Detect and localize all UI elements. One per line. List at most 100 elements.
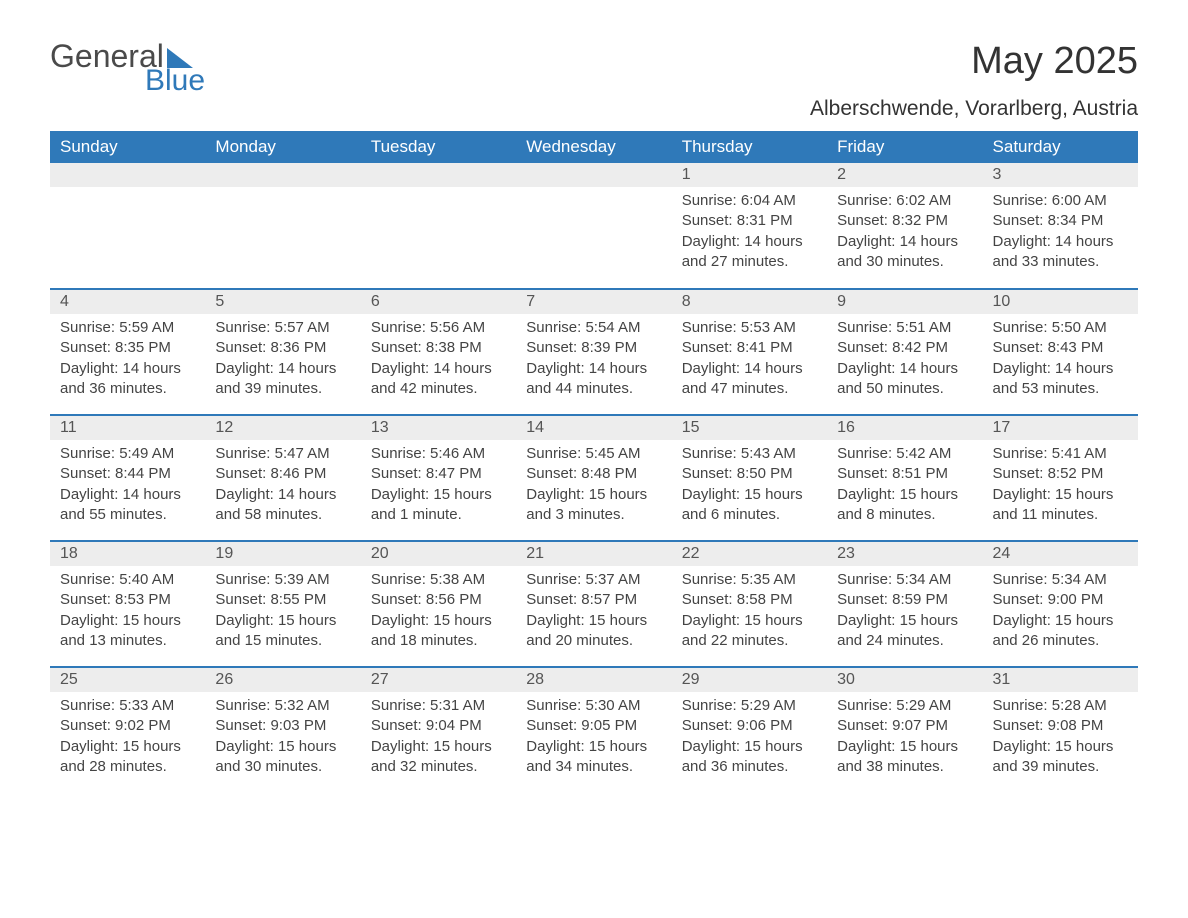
daylight-line: Daylight: 15 hours and 24 minutes. xyxy=(837,611,972,652)
day-details: Sunrise: 5:54 AMSunset: 8:39 PMDaylight:… xyxy=(516,314,671,407)
calendar-day-cell: 11Sunrise: 5:49 AMSunset: 8:44 PMDayligh… xyxy=(50,415,205,541)
day-number: 10 xyxy=(983,290,1138,314)
daylight-line: Daylight: 15 hours and 3 minutes. xyxy=(526,485,661,526)
day-number: 20 xyxy=(361,542,516,566)
day-details: Sunrise: 5:34 AMSunset: 9:00 PMDaylight:… xyxy=(983,566,1138,659)
day-number xyxy=(516,163,671,187)
sunrise-line: Sunrise: 5:29 AM xyxy=(682,696,817,716)
weekday-header: Tuesday xyxy=(361,131,516,163)
daylight-line: Daylight: 14 hours and 47 minutes. xyxy=(682,359,817,400)
sunrise-line: Sunrise: 5:50 AM xyxy=(993,318,1128,338)
calendar-body: 1Sunrise: 6:04 AMSunset: 8:31 PMDaylight… xyxy=(50,163,1138,793)
sunset-line: Sunset: 8:51 PM xyxy=(837,464,972,484)
day-number: 25 xyxy=(50,668,205,692)
daylight-line: Daylight: 15 hours and 15 minutes. xyxy=(215,611,350,652)
calendar-day-cell: 20Sunrise: 5:38 AMSunset: 8:56 PMDayligh… xyxy=(361,541,516,667)
sunset-line: Sunset: 8:47 PM xyxy=(371,464,506,484)
sunrise-line: Sunrise: 6:00 AM xyxy=(993,191,1128,211)
daylight-line: Daylight: 14 hours and 27 minutes. xyxy=(682,232,817,273)
daylight-line: Daylight: 15 hours and 28 minutes. xyxy=(60,737,195,778)
day-details: Sunrise: 6:02 AMSunset: 8:32 PMDaylight:… xyxy=(827,187,982,280)
sunset-line: Sunset: 8:46 PM xyxy=(215,464,350,484)
daylight-line: Daylight: 15 hours and 13 minutes. xyxy=(60,611,195,652)
sunrise-line: Sunrise: 5:49 AM xyxy=(60,444,195,464)
day-details: Sunrise: 5:38 AMSunset: 8:56 PMDaylight:… xyxy=(361,566,516,659)
sunrise-line: Sunrise: 5:45 AM xyxy=(526,444,661,464)
sunset-line: Sunset: 8:50 PM xyxy=(682,464,817,484)
location-subtitle: Alberschwende, Vorarlberg, Austria xyxy=(810,97,1138,121)
day-number: 8 xyxy=(672,290,827,314)
sunset-line: Sunset: 8:31 PM xyxy=(682,211,817,231)
day-details: Sunrise: 5:49 AMSunset: 8:44 PMDaylight:… xyxy=(50,440,205,533)
daylight-line: Daylight: 14 hours and 36 minutes. xyxy=(60,359,195,400)
daylight-line: Daylight: 15 hours and 1 minute. xyxy=(371,485,506,526)
daylight-line: Daylight: 14 hours and 58 minutes. xyxy=(215,485,350,526)
calendar-week-row: 1Sunrise: 6:04 AMSunset: 8:31 PMDaylight… xyxy=(50,163,1138,289)
day-details: Sunrise: 5:42 AMSunset: 8:51 PMDaylight:… xyxy=(827,440,982,533)
title-block: May 2025 Alberschwende, Vorarlberg, Aust… xyxy=(810,40,1138,121)
sunset-line: Sunset: 8:43 PM xyxy=(993,338,1128,358)
sunrise-line: Sunrise: 5:28 AM xyxy=(993,696,1128,716)
sunrise-line: Sunrise: 6:02 AM xyxy=(837,191,972,211)
calendar-week-row: 18Sunrise: 5:40 AMSunset: 8:53 PMDayligh… xyxy=(50,541,1138,667)
day-details: Sunrise: 5:50 AMSunset: 8:43 PMDaylight:… xyxy=(983,314,1138,407)
calendar-day-cell: 15Sunrise: 5:43 AMSunset: 8:50 PMDayligh… xyxy=(672,415,827,541)
sunset-line: Sunset: 9:08 PM xyxy=(993,716,1128,736)
calendar-day-cell: 24Sunrise: 5:34 AMSunset: 9:00 PMDayligh… xyxy=(983,541,1138,667)
logo-top-row: General xyxy=(50,40,205,72)
weekday-header: Friday xyxy=(827,131,982,163)
daylight-line: Daylight: 14 hours and 30 minutes. xyxy=(837,232,972,273)
day-details: Sunrise: 5:59 AMSunset: 8:35 PMDaylight:… xyxy=(50,314,205,407)
sunrise-line: Sunrise: 5:59 AM xyxy=(60,318,195,338)
calendar-day-cell: 4Sunrise: 5:59 AMSunset: 8:35 PMDaylight… xyxy=(50,289,205,415)
calendar-day-cell: 13 Sunrise: 5:46 AMSunset: 8:47 PMDayligh… xyxy=(361,415,516,541)
calendar-day-cell: 23Sunrise: 5:34 AMSunset: 8:59 PMDayligh… xyxy=(827,541,982,667)
day-number: 2 xyxy=(827,163,982,187)
day-number: 27 xyxy=(361,668,516,692)
calendar-day-cell: 25Sunrise: 5:33 AMSunset: 9:02 PMDayligh… xyxy=(50,667,205,793)
day-number: 18 xyxy=(50,542,205,566)
calendar-day-cell: 16Sunrise: 5:42 AMSunset: 8:51 PMDayligh… xyxy=(827,415,982,541)
day-details: Sunrise: 5:57 AMSunset: 8:36 PMDaylight:… xyxy=(205,314,360,407)
day-details: Sunrise: 5:30 AMSunset: 9:05 PMDaylight:… xyxy=(516,692,671,785)
calendar-day-cell: 9Sunrise: 5:51 AMSunset: 8:42 PMDaylight… xyxy=(827,289,982,415)
calendar-day-cell: 1Sunrise: 6:04 AMSunset: 8:31 PMDaylight… xyxy=(672,163,827,289)
weekday-header: Sunday xyxy=(50,131,205,163)
daylight-line: Daylight: 15 hours and 34 minutes. xyxy=(526,737,661,778)
day-details: Sunrise: 5:37 AMSunset: 8:57 PMDaylight:… xyxy=(516,566,671,659)
sunrise-line: Sunrise: 5:46 AM xyxy=(371,444,506,464)
day-details: Sunrise: 5:47 AMSunset: 8:46 PMDaylight:… xyxy=(205,440,360,533)
sunrise-line: Sunrise: 5:40 AM xyxy=(60,570,195,590)
daylight-line: Daylight: 15 hours and 8 minutes. xyxy=(837,485,972,526)
calendar-table: Sunday Monday Tuesday Wednesday Thursday… xyxy=(50,131,1138,793)
daylight-line: Daylight: 15 hours and 30 minutes. xyxy=(215,737,350,778)
day-number: 30 xyxy=(827,668,982,692)
day-details: Sunrise: 6:00 AMSunset: 8:34 PMDaylight:… xyxy=(983,187,1138,280)
weekday-header: Monday xyxy=(205,131,360,163)
calendar-day-cell: 3Sunrise: 6:00 AMSunset: 8:34 PMDaylight… xyxy=(983,163,1138,289)
day-number: 28 xyxy=(516,668,671,692)
day-details: Sunrise: 5:41 AMSunset: 8:52 PMDaylight:… xyxy=(983,440,1138,533)
day-number: 5 xyxy=(205,290,360,314)
day-number: 24 xyxy=(983,542,1138,566)
calendar-day-cell: 21Sunrise: 5:37 AMSunset: 8:57 PMDayligh… xyxy=(516,541,671,667)
day-number: 21 xyxy=(516,542,671,566)
calendar-day-cell: 22Sunrise: 5:35 AMSunset: 8:58 PMDayligh… xyxy=(672,541,827,667)
day-number: 19 xyxy=(205,542,360,566)
weekday-header-row: Sunday Monday Tuesday Wednesday Thursday… xyxy=(50,131,1138,163)
calendar-day-cell: 8Sunrise: 5:53 AMSunset: 8:41 PMDaylight… xyxy=(672,289,827,415)
sunrise-line: Sunrise: 5:39 AM xyxy=(215,570,350,590)
day-number: 15 xyxy=(672,416,827,440)
day-number: 9 xyxy=(827,290,982,314)
day-details: Sunrise: 5:40 AMSunset: 8:53 PMDaylight:… xyxy=(50,566,205,659)
day-number: 3 xyxy=(983,163,1138,187)
day-number: 14 xyxy=(516,416,671,440)
day-number: 13 xyxy=(361,416,516,440)
calendar-day-cell: 14 Sunrise: 5:45 AMSunset: 8:48 PMDayligh… xyxy=(516,415,671,541)
daylight-line: Daylight: 15 hours and 39 minutes. xyxy=(993,737,1128,778)
sunrise-line: Sunrise: 5:43 AM xyxy=(682,444,817,464)
daylight-line: Daylight: 14 hours and 53 minutes. xyxy=(993,359,1128,400)
calendar-day-cell: 2Sunrise: 6:02 AMSunset: 8:32 PMDaylight… xyxy=(827,163,982,289)
sunset-line: Sunset: 8:48 PM xyxy=(526,464,661,484)
sunrise-line: Sunrise: 5:34 AM xyxy=(993,570,1128,590)
